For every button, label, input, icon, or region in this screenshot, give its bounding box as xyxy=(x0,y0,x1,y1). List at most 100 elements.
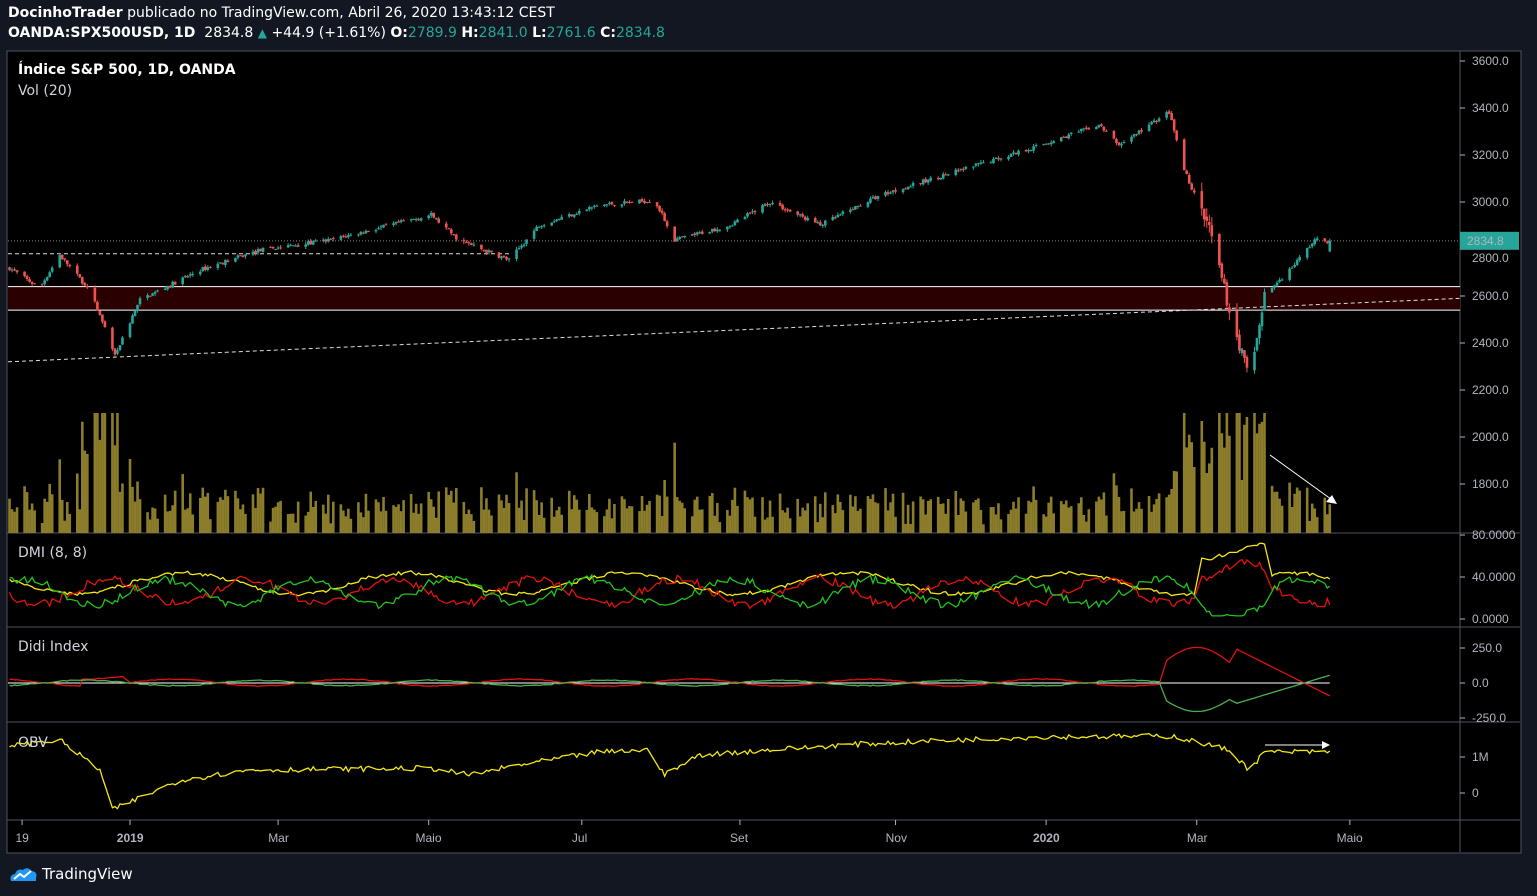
tradingview-logo[interactable]: TradingView xyxy=(8,864,133,884)
obv-tick-label: 0 xyxy=(1472,786,1479,800)
volume-bar xyxy=(1172,470,1176,533)
volume-bar xyxy=(1210,447,1214,533)
candle-body xyxy=(1112,131,1116,139)
candle-body xyxy=(455,234,458,240)
volume-bar xyxy=(1130,488,1133,533)
volume-bar xyxy=(841,510,845,533)
volume-bar xyxy=(585,509,589,533)
volume-bar xyxy=(151,507,154,533)
volume-bar xyxy=(994,514,998,533)
candle-body xyxy=(555,219,558,222)
candle-body xyxy=(537,226,541,228)
candle-body xyxy=(736,219,739,223)
volume-bar xyxy=(490,515,493,533)
candle-body xyxy=(520,245,523,248)
volume-bar xyxy=(640,495,644,533)
chart-border xyxy=(6,50,1522,854)
volume-bar xyxy=(201,487,205,533)
price-tick-label: 1800.0 xyxy=(1472,477,1509,491)
volume-bar xyxy=(128,458,132,533)
candle-body xyxy=(269,246,272,248)
candle-body xyxy=(997,157,1000,160)
volume-bar xyxy=(801,507,804,533)
candle-body xyxy=(409,219,413,221)
candle-body xyxy=(1205,216,1209,221)
volume-bar xyxy=(63,520,67,533)
time-tick-label: 19 xyxy=(15,831,29,845)
volume-bar xyxy=(911,501,915,533)
volume-bar xyxy=(515,472,518,533)
candle-body xyxy=(1165,112,1168,118)
volume-bar xyxy=(86,454,89,533)
volume-bar xyxy=(261,487,265,533)
volume-bar xyxy=(379,511,383,533)
price-tick-label: 2400.0 xyxy=(1472,336,1509,350)
volume-bar xyxy=(1009,509,1013,533)
volume-bar xyxy=(803,510,807,533)
candle-body xyxy=(708,232,712,234)
volume-bar xyxy=(188,493,192,533)
volume-bar xyxy=(542,517,546,533)
time-tick-label: Jul xyxy=(572,831,587,845)
candle-body xyxy=(901,189,905,193)
candle-body xyxy=(321,239,325,241)
volume-bar xyxy=(957,515,960,533)
candle-body xyxy=(683,235,687,238)
volume-bar xyxy=(1288,482,1291,533)
volume-bar xyxy=(1012,501,1015,533)
candle-body xyxy=(517,248,521,250)
volume-bar xyxy=(244,513,247,533)
candle-body xyxy=(979,162,983,164)
candle-body xyxy=(540,226,543,228)
candle-body xyxy=(48,272,51,278)
candle-body xyxy=(1042,144,1045,146)
volume-bar xyxy=(394,506,398,533)
candle-body xyxy=(1202,208,1206,220)
candle-body xyxy=(608,202,611,204)
volume-bar xyxy=(555,510,558,533)
candle-body xyxy=(876,196,880,199)
volume-bar xyxy=(226,496,230,533)
symbol-info: OANDA:SPX500USD, 1D 2834.8 ▲ +44.9 (+1.6… xyxy=(8,25,665,41)
candle-body xyxy=(638,199,641,204)
volume-bar xyxy=(570,509,574,533)
volume-bar xyxy=(786,507,789,533)
publish-text: publicado no TradingView.com, Abril 26, … xyxy=(127,5,555,21)
candle-body xyxy=(936,178,940,180)
volume-bar xyxy=(648,501,651,533)
time-tick-label: Set xyxy=(730,831,749,845)
candle-body xyxy=(33,283,36,285)
candle-body xyxy=(148,295,152,297)
volume-bar xyxy=(133,501,137,533)
time-tick-label: Mar xyxy=(268,831,289,845)
candle-body xyxy=(763,204,767,207)
candle-body xyxy=(206,267,210,271)
candle-body xyxy=(1105,130,1108,132)
volume-bar xyxy=(1200,420,1204,533)
volume-bar xyxy=(480,487,483,533)
volume-bar xyxy=(98,439,102,533)
volume-bar xyxy=(13,511,16,533)
candle-body xyxy=(655,202,659,207)
candle-body xyxy=(1095,126,1098,130)
candle-body xyxy=(224,259,227,266)
candle-body xyxy=(81,277,84,284)
volume-bar xyxy=(286,514,290,533)
candle-body xyxy=(643,200,646,203)
volume-bar xyxy=(65,502,69,533)
volume-bar xyxy=(728,515,732,533)
candle-body xyxy=(399,220,403,223)
author-name[interactable]: DocinhoTrader xyxy=(8,5,123,21)
volume-bar xyxy=(944,513,948,533)
volume-bar xyxy=(1059,501,1063,533)
candle-body xyxy=(470,242,473,245)
volume-bar xyxy=(329,523,333,533)
volume-bar xyxy=(236,498,240,533)
candle-body xyxy=(746,213,749,217)
candle-body xyxy=(798,214,802,216)
volume-bar xyxy=(1202,441,1206,533)
candle-body xyxy=(1218,233,1221,266)
volume-bar xyxy=(818,503,822,533)
candle-body xyxy=(849,209,852,212)
